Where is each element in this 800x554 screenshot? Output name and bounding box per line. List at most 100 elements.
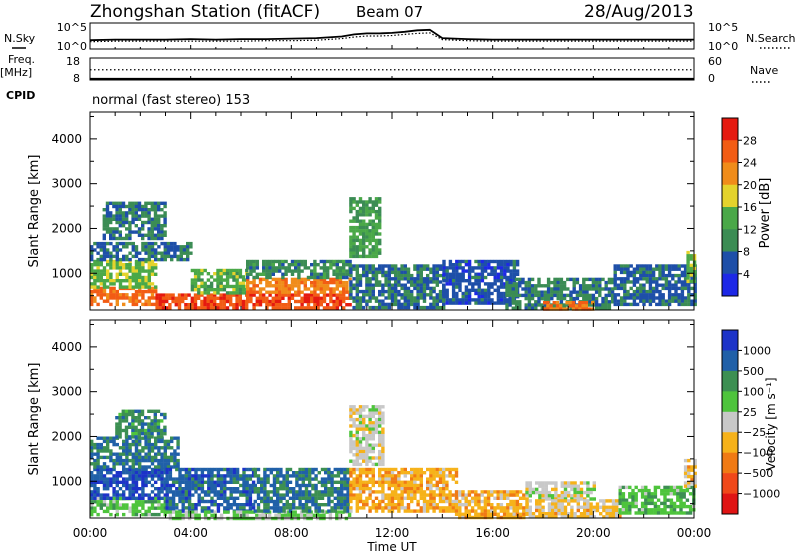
- data-cell: [613, 302, 617, 307]
- data-cell: [458, 512, 462, 516]
- data-cell: [432, 496, 436, 500]
- data-cell: [157, 214, 161, 218]
- data-cell: [470, 490, 475, 494]
- data-cell: [106, 269, 110, 273]
- data-cell: [225, 299, 230, 304]
- data-cell: [90, 512, 94, 517]
- data-cell: [255, 303, 259, 307]
- data-cell: [400, 499, 404, 504]
- data-cell: [147, 217, 151, 221]
- data-cell: [141, 455, 145, 460]
- data-cell: [406, 483, 411, 488]
- data-cell: [689, 254, 693, 258]
- data-cell: [249, 296, 253, 300]
- data-cell: [616, 299, 621, 303]
- data-cell: [118, 257, 123, 262]
- data-cell: [655, 296, 659, 300]
- data-cell: [294, 277, 298, 282]
- data-cell: [112, 506, 116, 510]
- data-cell: [397, 480, 401, 484]
- data-cell: [474, 279, 478, 283]
- data-cell: [310, 306, 314, 310]
- data-cell: [144, 204, 148, 209]
- data-cell: [355, 283, 359, 287]
- data-cell: [299, 513, 304, 517]
- data-cell: [556, 280, 560, 285]
- data-cell: [157, 257, 161, 262]
- data-cell: [613, 267, 617, 271]
- data-cell: [128, 230, 132, 234]
- data-cell: [390, 499, 395, 504]
- colorbar-tick-label: 4: [743, 268, 750, 281]
- data-cell: [432, 289, 436, 294]
- data-cell: [381, 493, 385, 497]
- data-cell: [349, 474, 353, 478]
- data-cell: [324, 480, 328, 484]
- data-cell: [262, 299, 266, 304]
- data-cell: [131, 493, 135, 497]
- data-cell: [125, 293, 129, 297]
- data-cell: [378, 459, 382, 463]
- data-cell: [187, 513, 192, 517]
- colorbar-tick-label: 16: [743, 201, 757, 214]
- data-cell: [349, 437, 353, 441]
- data-cell: [576, 505, 580, 509]
- data-cell: [295, 493, 299, 497]
- data-cell: [147, 302, 151, 307]
- data-cell: [664, 283, 669, 287]
- data-cell: [493, 509, 497, 513]
- data-cell: [342, 290, 346, 294]
- data-cell: [324, 471, 328, 475]
- data-cell: [554, 502, 558, 506]
- data-cell: [374, 506, 379, 510]
- data-cell: [175, 493, 179, 497]
- data-cell: [96, 259, 100, 264]
- data-cell: [403, 480, 407, 484]
- data-cell: [611, 515, 616, 519]
- data-cell: [547, 490, 552, 495]
- data-cell: [115, 230, 119, 234]
- data-cell: [272, 467, 277, 472]
- data-cell: [279, 493, 283, 497]
- data-cell: [251, 490, 256, 494]
- data-cell: [260, 477, 264, 481]
- data-cell: [416, 305, 420, 310]
- data-cell: [314, 503, 318, 507]
- data-cell: [279, 480, 283, 484]
- data-cell: [400, 305, 404, 310]
- data-cell: [147, 422, 151, 426]
- data-cell: [674, 299, 678, 303]
- data-cell: [528, 508, 532, 513]
- data-cell: [105, 227, 110, 231]
- data-cell: [330, 490, 334, 494]
- data-cell: [541, 508, 545, 513]
- data-cell: [410, 471, 414, 475]
- data-cell: [570, 515, 574, 519]
- data-cell: [141, 512, 145, 517]
- data-cell: [567, 490, 571, 495]
- data-cell: [374, 462, 379, 467]
- data-cell: [160, 503, 164, 507]
- data-cell: [128, 275, 132, 280]
- data-cell: [598, 306, 602, 310]
- data-cell: [527, 290, 532, 294]
- data-cell: [197, 503, 201, 507]
- data-cell: [583, 512, 587, 516]
- data-cell: [128, 220, 132, 225]
- data-cell: [274, 277, 279, 282]
- data-cell: [153, 425, 157, 429]
- data-cell: [474, 503, 478, 507]
- data-cell: [134, 272, 139, 276]
- data-cell: [165, 480, 169, 484]
- data-cell: [90, 500, 94, 504]
- data-cell: [187, 474, 192, 478]
- data-cell: [115, 432, 119, 436]
- data-cell: [311, 499, 315, 504]
- data-cell: [381, 490, 385, 494]
- data-cell: [102, 446, 107, 450]
- data-cell: [203, 480, 208, 484]
- data-cell: [166, 442, 171, 447]
- data-cell: [128, 236, 132, 241]
- data-cell: [555, 304, 560, 308]
- data-cell: [176, 248, 180, 252]
